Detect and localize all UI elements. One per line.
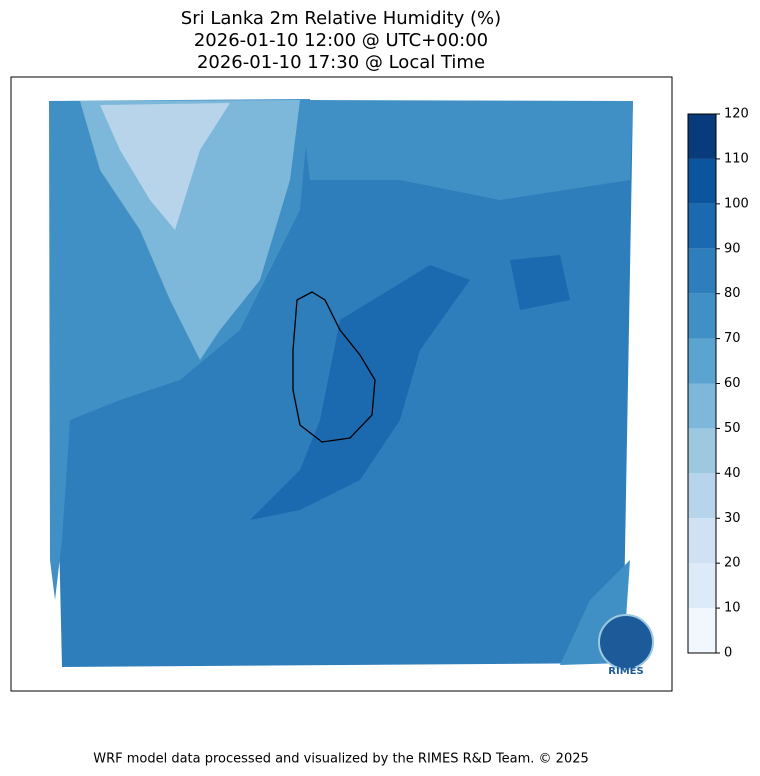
colorbar-tick-label: 10 (724, 601, 741, 616)
colorbar: 0 10 20 30 40 50 60 70 80 90 100 110 120 (687, 107, 749, 661)
colorbar-tick-label: 110 (724, 151, 749, 166)
humidity-region (510, 255, 570, 310)
colorbar-segment (688, 114, 716, 159)
colorbar-tick-label: 30 (724, 511, 741, 526)
footer: WRF model data processed and visualized … (93, 752, 589, 767)
logo: RIMES (598, 614, 654, 677)
colorbar-segment (688, 293, 716, 339)
colorbar-tick-label: 0 (724, 646, 732, 661)
humidity-region (100, 103, 230, 230)
colorbar-tick-label: 40 (724, 466, 741, 481)
humidity-region (300, 100, 633, 200)
colorbar-segment (688, 473, 716, 519)
title-line: 2026-01-10 17:30 @ Local Time (197, 52, 485, 73)
colorbar-segment (688, 518, 716, 564)
colorbar-segment (688, 563, 716, 609)
colorbar-tick-label: 100 (724, 196, 749, 211)
map (49, 99, 633, 667)
colorbar-tick-label: 50 (724, 421, 741, 436)
colorbar-segment (688, 608, 716, 653)
colorbar-segment (688, 203, 716, 249)
colorbar-segment (688, 338, 716, 384)
title-line: 2026-01-10 12:00 @ UTC+00:00 (194, 30, 488, 51)
sri-lanka-outline (292, 291, 376, 443)
colorbar-tick-label: 80 (724, 286, 741, 301)
logo-emblem (598, 614, 654, 670)
colorbar-tick-label: 90 (724, 241, 741, 256)
humidity-region (250, 265, 470, 520)
logo-text: RIMES (608, 666, 643, 677)
colorbar-tick-label: 120 (724, 107, 749, 122)
colorbar-tick-label: 70 (724, 331, 741, 346)
colorbar-segment (688, 158, 716, 204)
title-line: Sri Lanka 2m Relative Humidity (%) (181, 8, 501, 29)
colorbar-segment (688, 428, 716, 474)
colorbar-segment (688, 383, 716, 429)
colorbar-tick-label: 60 (724, 376, 741, 391)
colorbar-tick-label: 20 (724, 556, 741, 571)
colorbar-segment (688, 248, 716, 294)
